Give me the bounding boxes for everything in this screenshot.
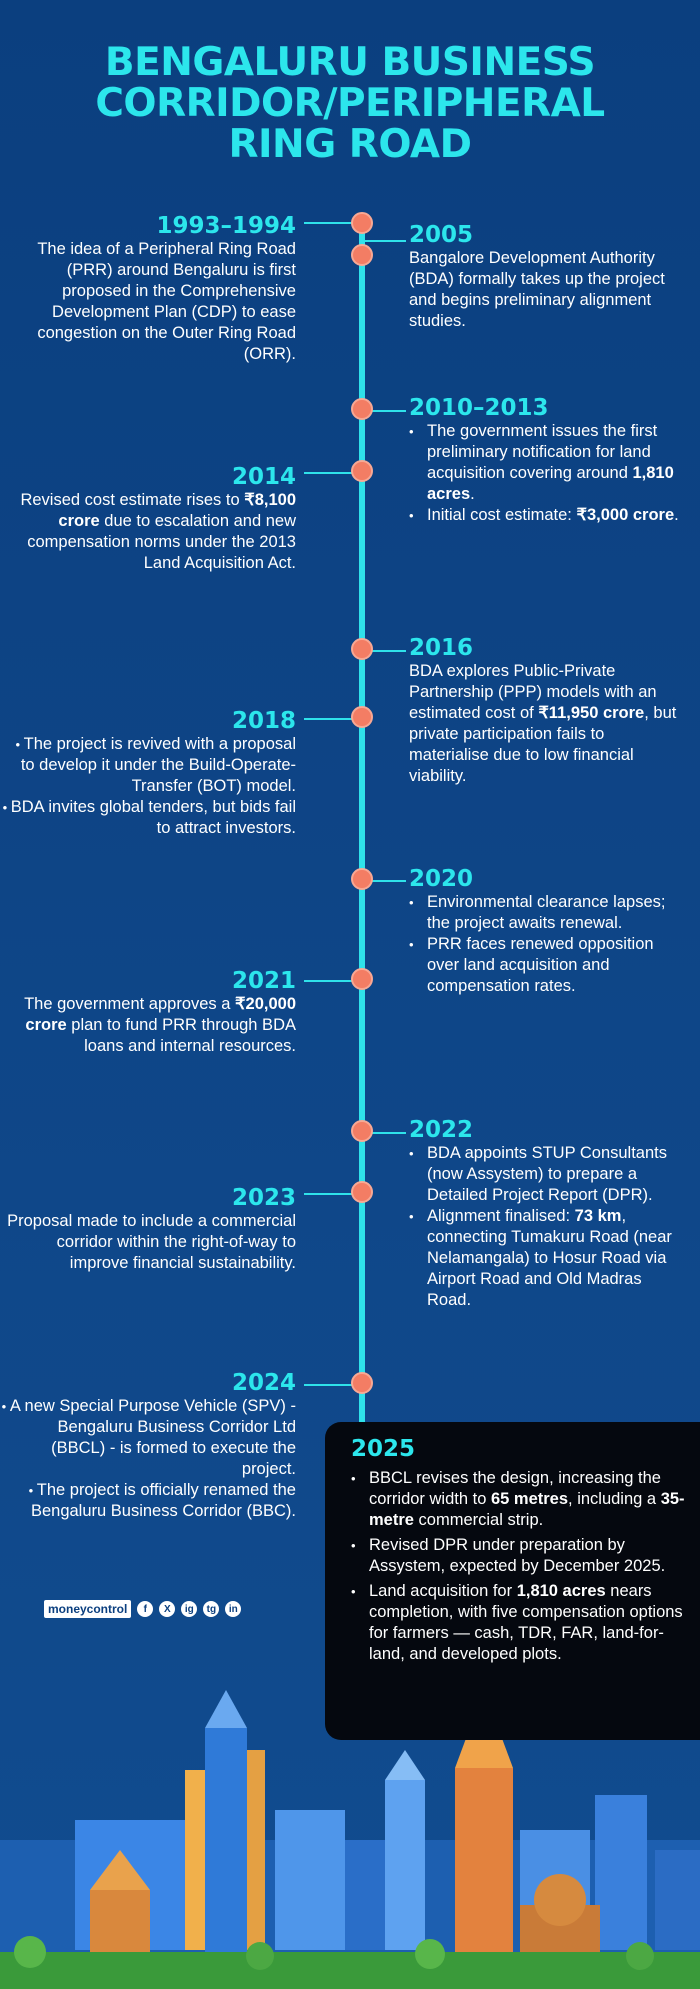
entry-2014: 2014 Revised cost estimate rises to ₹8,1…	[0, 464, 296, 574]
timeline-dot-2021	[351, 968, 373, 990]
entry-2023: 2023 Proposal made to include a commerci…	[0, 1185, 296, 1274]
entry-1993: 1993–1994 The idea of a Peripheral Ring …	[0, 213, 296, 365]
facebook-icon[interactable]: f	[137, 1601, 154, 1617]
year-2016: 2016	[409, 635, 474, 661]
year-2024: 2024	[231, 1370, 296, 1396]
connector-2010	[362, 410, 406, 412]
list-item: BBCL revises the design, increasing the …	[351, 1468, 685, 1531]
instagram-icon[interactable]: ig	[181, 1601, 198, 1617]
list-item: The project is officially renamed the Be…	[0, 1480, 296, 1522]
connector-2018	[304, 718, 360, 720]
connector-2024	[304, 1384, 360, 1386]
linkedin-icon[interactable]: in	[225, 1601, 242, 1617]
list-item: The government issues the first prelimin…	[409, 421, 679, 505]
entry-2016: 2016 BDA explores Public-Private Partner…	[409, 635, 679, 787]
x-icon[interactable]: X	[159, 1601, 176, 1617]
timeline-dot-2014	[351, 460, 373, 482]
text-2023: Proposal made to include a commercial co…	[7, 1212, 296, 1272]
page-title: BENGALURU BUSINESS CORRIDOR/PERIPHERAL R…	[0, 42, 700, 165]
list-item: Land acquisition for 1,810 acres nears c…	[351, 1581, 685, 1665]
list-item: Alignment finalised: 73 km, connecting T…	[409, 1206, 679, 1311]
year-2025: 2025	[351, 1436, 416, 1462]
list-item: Revised DPR under preparation by Assyste…	[351, 1535, 685, 1577]
timeline-dot-2024	[351, 1372, 373, 1394]
entry-2024: 2024 A new Special Purpose Vehicle (SPV)…	[0, 1370, 296, 1522]
list-item: Initial cost estimate: ₹3,000 crore.	[409, 505, 679, 526]
list-item: BDA invites global tenders, but bids fai…	[0, 797, 296, 839]
list-item: Environmental clearance lapses; the proj…	[409, 892, 679, 934]
entry-2018: 2018 The project is revived with a propo…	[0, 708, 296, 839]
list-2018: The project is revived with a proposal t…	[0, 734, 296, 839]
timeline-dot-2022	[351, 1120, 373, 1142]
moneycontrol-logo: moneycontrol	[44, 1600, 132, 1618]
year-2005: 2005	[409, 222, 474, 248]
list-item: A new Special Purpose Vehicle (SPV) - Be…	[0, 1396, 296, 1480]
timeline-dot-2010	[351, 398, 373, 420]
entry-2010: 2010–2013 The government issues the firs…	[409, 395, 679, 526]
connector-2014	[304, 472, 360, 474]
connector-2022	[362, 1132, 406, 1134]
year-1993: 1993–1994	[156, 213, 296, 239]
list-item: PRR faces renewed opposition over land a…	[409, 934, 679, 997]
list-2022: BDA appoints STUP Consultants (now Assys…	[409, 1143, 679, 1311]
timeline-dot-2005	[351, 244, 373, 266]
list-2024: A new Special Purpose Vehicle (SPV) - Be…	[0, 1396, 296, 1522]
timeline-dot-2023	[351, 1181, 373, 1203]
title-line-3: RING ROAD	[228, 122, 472, 167]
entry-2022: 2022 BDA appoints STUP Consultants (now …	[409, 1117, 679, 1311]
entry-2025-box: 2025 BBCL revises the design, increasing…	[325, 1422, 700, 1740]
text-2016: BDA explores Public-Private Partnership …	[409, 662, 677, 785]
text-2014: Revised cost estimate rises to ₹8,100 cr…	[20, 491, 296, 572]
connector-2020	[362, 880, 406, 882]
year-2022: 2022	[409, 1117, 474, 1143]
timeline-spine	[359, 220, 365, 1430]
year-2021: 2021	[231, 968, 296, 994]
list-item: BDA appoints STUP Consultants (now Assys…	[409, 1143, 679, 1206]
connector-1993	[304, 222, 360, 224]
entry-2020: 2020 Environmental clearance lapses; the…	[409, 866, 679, 997]
entry-2005: 2005 Bangalore Development Authority (BD…	[409, 222, 679, 332]
timeline-dot-2020	[351, 868, 373, 890]
year-2023: 2023	[231, 1185, 296, 1211]
text-2005: Bangalore Development Authority (BDA) fo…	[409, 249, 665, 330]
list-item: The project is revived with a proposal t…	[0, 734, 296, 797]
year-2018: 2018	[231, 708, 296, 734]
telegram-icon[interactable]: tg	[203, 1601, 220, 1617]
connector-2023	[304, 1193, 360, 1195]
timeline-dot-2018	[351, 706, 373, 728]
year-2014: 2014	[231, 464, 296, 490]
year-2010: 2010–2013	[409, 395, 549, 421]
year-2020: 2020	[409, 866, 474, 892]
list-2020: Environmental clearance lapses; the proj…	[409, 892, 679, 997]
text-1993: The idea of a Peripheral Ring Road (PRR)…	[37, 240, 296, 363]
text-2021: The government approves a ₹20,000 crore …	[24, 995, 296, 1055]
timeline-dot-2016	[351, 638, 373, 660]
connector-2005	[362, 240, 406, 242]
brand-bar: moneycontrol f X ig tg in	[44, 1600, 242, 1618]
connector-2016	[362, 650, 406, 652]
title-line-2: CORRIDOR/PERIPHERAL	[95, 81, 605, 126]
city-skyline-illustration	[0, 1690, 700, 1989]
entry-2021: 2021 The government approves a ₹20,000 c…	[0, 968, 296, 1057]
timeline-dot-1993	[351, 212, 373, 234]
list-2010: The government issues the first prelimin…	[409, 421, 679, 526]
title-line-1: BENGALURU BUSINESS	[104, 40, 596, 85]
connector-2021	[304, 980, 360, 982]
list-2025: BBCL revises the design, increasing the …	[351, 1468, 685, 1669]
